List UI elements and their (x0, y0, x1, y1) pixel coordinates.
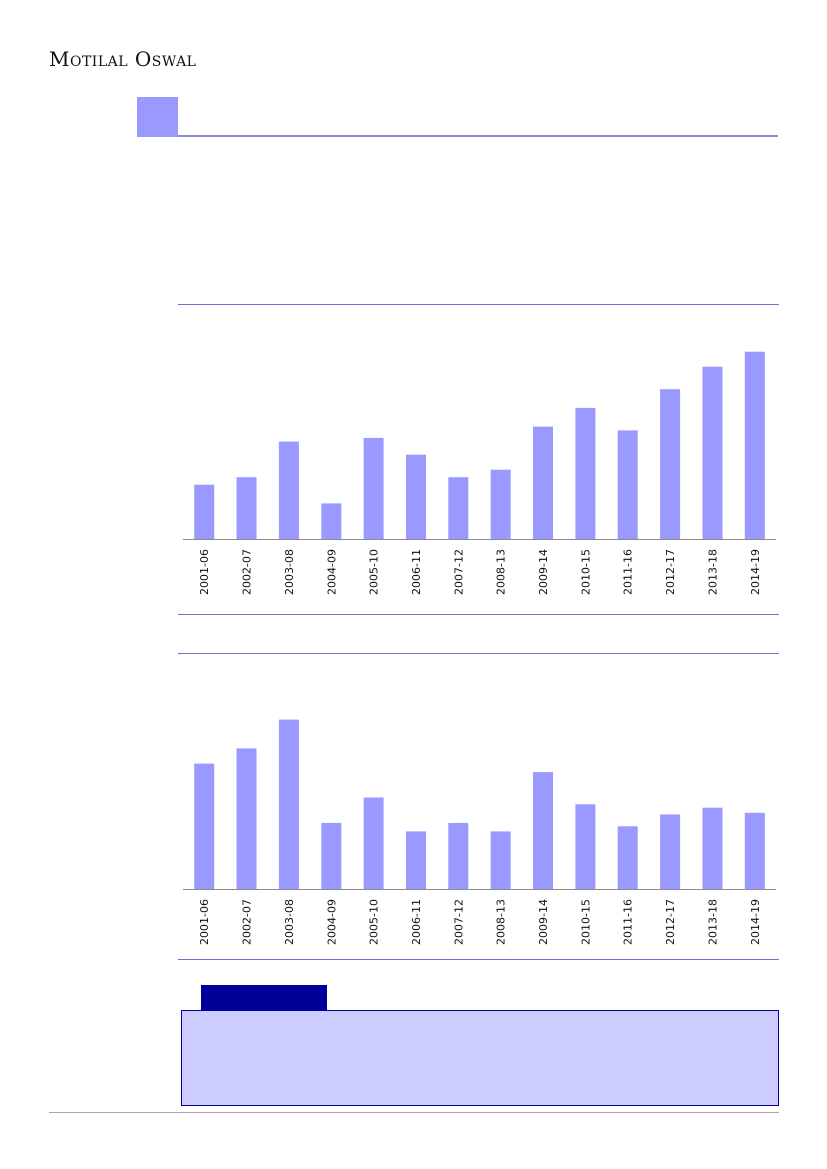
bar-2005-10 (363, 797, 384, 889)
bar-2005-10 (363, 437, 384, 539)
bar-2007-12 (448, 822, 469, 889)
bar-2014-19 (744, 812, 765, 890)
bar-2009-14 (533, 772, 553, 889)
tick-label-2012-17: 2012-17 (664, 549, 677, 595)
bar-2013-18 (702, 366, 723, 539)
chart-2-svg: 2001-06 2002-07 2003-08 2004-09 2005-10 2006-… (183, 719, 776, 945)
bar-2002-07 (236, 477, 257, 539)
bar-2006-11 (406, 454, 426, 539)
bar-2011-16 (617, 430, 638, 539)
chart-1-svg: 2001-06 2002-07 2003-08 2004-09 2005-10 2006-… (183, 351, 776, 595)
section-rule (178, 135, 778, 137)
bar-2003-08 (278, 441, 299, 539)
bar-2004-09 (321, 503, 342, 539)
bar-2004-09 (321, 822, 342, 889)
tick-label-2002-07: 2002-07 (241, 899, 254, 945)
tick-label-2001-06: 2001-06 (198, 899, 211, 945)
tick-label-2001-06: 2001-06 (198, 549, 211, 595)
bar-2011-16 (617, 826, 638, 889)
bar-2014-19 (744, 351, 765, 539)
tick-label-2004-09: 2004-09 (325, 899, 338, 945)
chart2-top-rule (178, 653, 779, 654)
box-header-tab (201, 985, 327, 1011)
bar-2009-14 (533, 426, 553, 539)
tick-label-2010-15: 2010-15 (579, 899, 592, 945)
bar-2001-06 (194, 484, 215, 539)
chart1-top-rule (178, 304, 779, 305)
bar-2002-07 (236, 748, 257, 889)
bar-2008-13 (490, 831, 511, 889)
bar-2012-17 (660, 389, 681, 539)
tick-label-2014-19: 2014-19 (749, 899, 762, 945)
tick-label-2008-13: 2008-13 (495, 899, 508, 945)
tick-label-2011-16: 2011-16 (622, 899, 635, 945)
tick-label-2006-11: 2006-11 (410, 549, 423, 595)
tick-label-2002-07: 2002-07 (241, 549, 254, 595)
tick-label-2005-10: 2005-10 (368, 549, 381, 595)
section-marker (137, 97, 178, 137)
tick-label-2007-12: 2007-12 (452, 549, 465, 595)
tick-label-2013-18: 2013-18 (707, 899, 720, 945)
tick-label-2009-14: 2009-14 (537, 549, 550, 595)
tick-label-2013-18: 2013-18 (707, 549, 720, 595)
bar-2012-17 (660, 814, 681, 889)
chart-1: 2001-06 2002-07 2003-08 2004-09 2005-10 2006-… (178, 305, 779, 610)
tick-label-2012-17: 2012-17 (664, 899, 677, 945)
tick-label-2006-11: 2006-11 (410, 899, 423, 945)
bar-2008-13 (490, 469, 511, 539)
tick-label-2003-08: 2003-08 (283, 899, 296, 945)
footer-rule (49, 1112, 779, 1113)
tick-label-2003-08: 2003-08 (283, 549, 296, 595)
tick-label-2014-19: 2014-19 (749, 549, 762, 595)
tick-label-2011-16: 2011-16 (622, 549, 635, 595)
summary-box (181, 1010, 779, 1106)
tick-label-2005-10: 2005-10 (368, 899, 381, 945)
chart1-bottom-rule (178, 614, 779, 615)
tick-label-2008-13: 2008-13 (495, 549, 508, 595)
tick-label-2007-12: 2007-12 (452, 899, 465, 945)
bar-2010-15 (575, 407, 596, 539)
tick-label-2009-14: 2009-14 (537, 899, 550, 945)
bar-2007-12 (448, 477, 469, 539)
bar-2010-15 (575, 804, 596, 889)
tick-label-2004-09: 2004-09 (325, 549, 338, 595)
chart2-bottom-rule (178, 959, 779, 960)
bar-2006-11 (406, 831, 426, 889)
tick-label-2010-15: 2010-15 (579, 549, 592, 595)
bar-2013-18 (702, 807, 723, 889)
bar-2001-06 (194, 763, 215, 889)
chart-2: 2001-06 2002-07 2003-08 2004-09 2005-10 2006-… (178, 654, 779, 959)
brand-logo: Motilal Oswal (49, 47, 197, 71)
bar-2003-08 (278, 719, 299, 889)
